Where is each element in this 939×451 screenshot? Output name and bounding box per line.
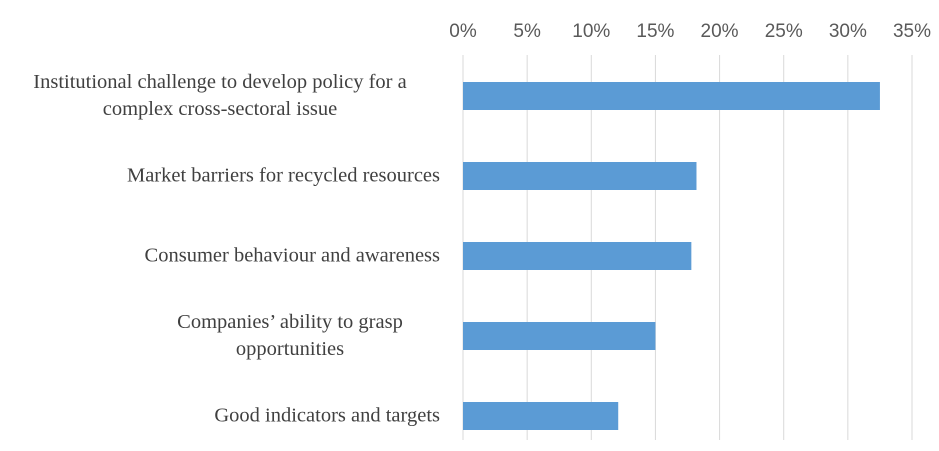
x-tick-label: 30% [829,21,867,42]
bar [463,162,697,190]
category-label: Institutional challenge to develop polic… [33,71,407,120]
category-label: Good indicators and targets [214,404,440,427]
bar [463,322,656,350]
x-tick-label: 25% [765,21,803,42]
category-label: Consumer behaviour and awareness [144,244,440,267]
bar [463,402,619,430]
bar [463,82,880,110]
x-tick-label: 15% [636,21,674,42]
category-label: Market barriers for recycled resources [126,164,440,187]
x-tick-label: 35% [893,21,931,42]
x-tick-label: 5% [513,21,541,42]
bar [463,242,692,270]
x-tick-label: 20% [701,21,739,42]
x-tick-label: 0% [449,21,477,42]
x-tick-label: 10% [572,21,610,42]
category-label: Companies’ ability to grasp opportunitie… [177,311,403,360]
